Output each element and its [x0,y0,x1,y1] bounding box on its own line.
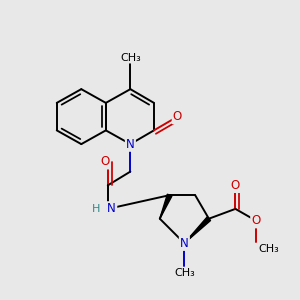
Text: CH₃: CH₃ [258,244,279,254]
Text: CH₃: CH₃ [174,268,195,278]
Text: O: O [251,214,261,227]
Text: N: N [126,138,135,151]
Text: H: H [92,204,100,214]
Polygon shape [184,217,211,243]
Polygon shape [160,194,172,219]
Text: O: O [100,155,110,168]
Text: CH₃: CH₃ [120,52,141,63]
Text: O: O [231,179,240,192]
Text: N: N [180,237,189,250]
Text: N: N [107,202,116,215]
Text: O: O [173,110,182,123]
